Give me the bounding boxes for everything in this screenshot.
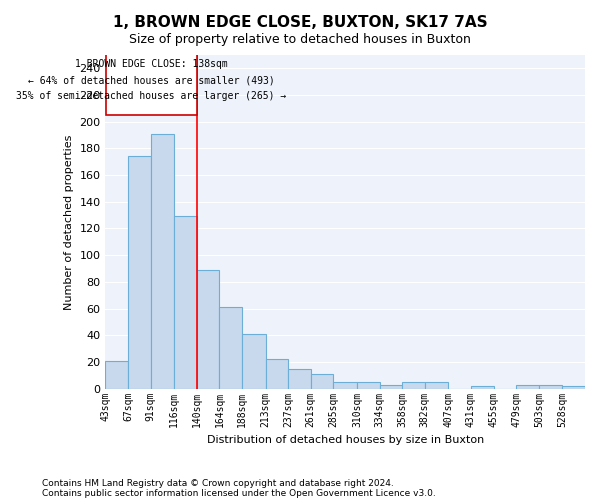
Bar	[516, 384, 539, 388]
Bar	[220, 307, 242, 388]
Text: Contains public sector information licensed under the Open Government Licence v3: Contains public sector information licen…	[42, 488, 436, 498]
FancyBboxPatch shape	[106, 51, 197, 115]
Bar	[174, 216, 197, 388]
Y-axis label: Number of detached properties: Number of detached properties	[64, 134, 74, 310]
Text: 35% of semi-detached houses are larger (265) →: 35% of semi-detached houses are larger (…	[16, 91, 287, 101]
Bar	[242, 334, 266, 388]
Bar	[266, 360, 288, 388]
Text: Contains HM Land Registry data © Crown copyright and database right 2024.: Contains HM Land Registry data © Crown c…	[42, 478, 394, 488]
Bar	[562, 386, 585, 388]
Bar	[471, 386, 494, 388]
Bar	[402, 382, 425, 388]
Bar	[288, 368, 311, 388]
Bar	[380, 384, 402, 388]
Bar	[311, 374, 334, 388]
Text: 1, BROWN EDGE CLOSE, BUXTON, SK17 7AS: 1, BROWN EDGE CLOSE, BUXTON, SK17 7AS	[113, 15, 487, 30]
Text: ← 64% of detached houses are smaller (493): ← 64% of detached houses are smaller (49…	[28, 75, 275, 85]
Bar	[106, 360, 128, 388]
Bar	[357, 382, 380, 388]
Bar	[425, 382, 448, 388]
Bar	[151, 134, 174, 388]
Text: 1 BROWN EDGE CLOSE: 138sqm: 1 BROWN EDGE CLOSE: 138sqm	[75, 59, 228, 69]
X-axis label: Distribution of detached houses by size in Buxton: Distribution of detached houses by size …	[206, 435, 484, 445]
Bar	[334, 382, 357, 388]
Text: Size of property relative to detached houses in Buxton: Size of property relative to detached ho…	[129, 32, 471, 46]
Bar	[197, 270, 220, 388]
Bar	[539, 384, 562, 388]
Bar	[128, 156, 151, 388]
